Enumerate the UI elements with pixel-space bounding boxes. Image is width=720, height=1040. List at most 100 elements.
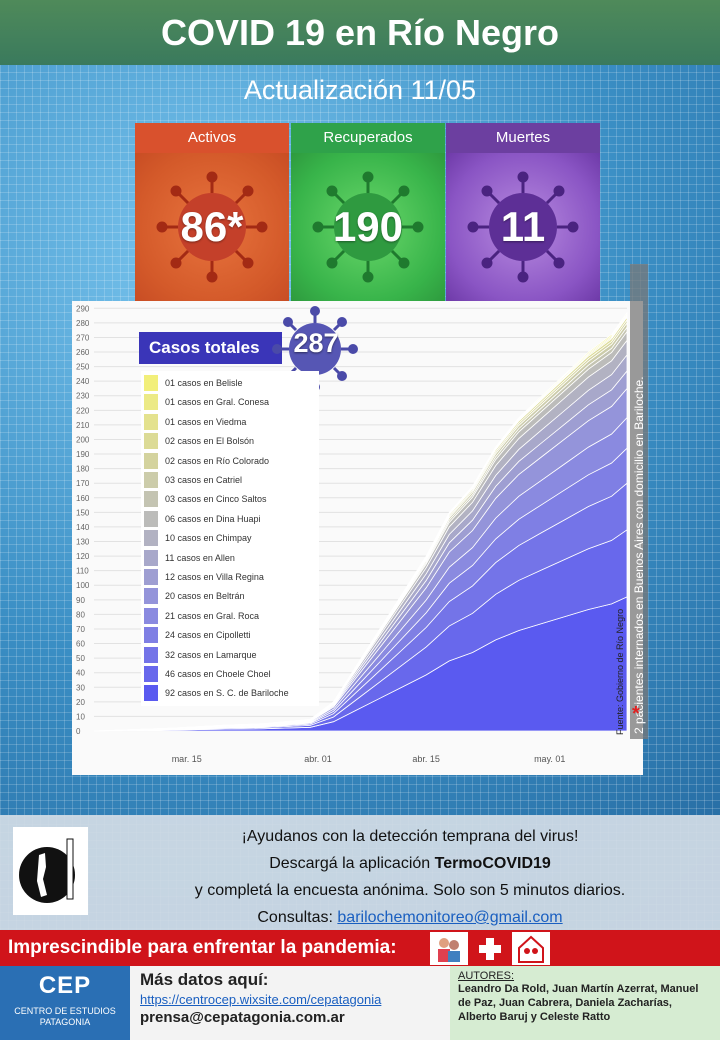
- stay-home-icon: [512, 932, 550, 965]
- legend-label: 10 casos en Chimpay: [165, 533, 252, 544]
- header-bar: COVID 19 en Río Negro: [0, 0, 720, 65]
- legend-item: 46 casos en Choele Choel: [144, 666, 271, 682]
- legend-swatch: [144, 433, 158, 450]
- legend-item: 12 casos en Villa Regina: [144, 569, 264, 585]
- y-tick-label: 110: [76, 567, 89, 576]
- app-name: TermoCOVID19: [434, 855, 551, 872]
- legend-label: 01 casos en Viedma: [165, 416, 247, 427]
- prevention-icons: [430, 932, 550, 965]
- legend-swatch: [144, 685, 158, 702]
- more-data-label: Más datos aquí:: [140, 970, 269, 989]
- y-tick-label: 80: [76, 610, 85, 619]
- press-email[interactable]: prensa@cepatagonia.com.ar: [140, 1009, 345, 1026]
- people-icon: [430, 932, 468, 965]
- website-link[interactable]: https://centrocep.wixsite.com/cepatagoni…: [140, 992, 382, 1007]
- y-tick-label: 140: [76, 523, 90, 532]
- legend-item: 92 casos en S. C. de Bariloche: [144, 685, 289, 702]
- y-tick-label: 50: [76, 654, 85, 663]
- legend-label: 12 casos en Villa Regina: [165, 572, 264, 582]
- termometro-icon: [19, 838, 75, 903]
- y-tick-label: 180: [76, 465, 90, 474]
- legend-item: 21 casos en Gral. Roca: [144, 607, 259, 624]
- termometro-logo: [13, 827, 88, 915]
- legend-label: 06 casos en Dina Huapi: [165, 513, 261, 524]
- y-tick-label: 170: [76, 479, 90, 488]
- y-tick-label: 240: [76, 377, 90, 386]
- legend-swatch: [144, 452, 158, 469]
- stat-recuperados-label: Recuperados: [291, 123, 445, 153]
- page-title: COVID 19 en Río Negro: [160, 12, 560, 53]
- virus-icon: [467, 171, 579, 283]
- legend-item: 32 casos en Lamarque: [144, 646, 257, 663]
- legend-item: 02 casos en El Bolsón: [144, 433, 254, 450]
- legend-label: 03 casos en Cinco Saltos: [165, 494, 267, 505]
- legend-item: 24 casos en Cipolletti: [144, 627, 251, 644]
- chart-legend: 01 casos en Belisle 01 casos en Gral. Con…: [141, 371, 319, 706]
- promo-line-2-text: Descargá la aplicación: [269, 855, 435, 872]
- legend-swatch: [144, 375, 158, 391]
- x-tick-label: abr. 15: [412, 754, 440, 764]
- legend-swatch: [144, 607, 158, 624]
- stacked-area-chart: 0 10 20 30 40 50 60 70 80 90 100 110 120 130 140 150 160…: [76, 304, 628, 764]
- y-tick-label: 20: [76, 698, 85, 707]
- contact-label: Consultas:: [257, 909, 338, 926]
- y-tick-label: 10: [76, 712, 85, 721]
- stat-muertes-label: Muertes: [446, 123, 600, 153]
- source-note: Fuente: Gobierno de Río Negro: [615, 585, 629, 735]
- y-tick-label: 90: [76, 596, 85, 605]
- legend-label: 24 casos en Cipolletti: [165, 630, 251, 641]
- legend-label: 32 casos en Lamarque: [165, 649, 257, 660]
- pandemic-banner: Imprescindible para enfrentar la pandemi…: [0, 930, 720, 966]
- legend-swatch: [144, 510, 158, 527]
- contact-email-link[interactable]: barilochemonitoreo@gmail.com: [337, 909, 563, 926]
- y-tick-label: 290: [76, 304, 90, 313]
- legend-item: 01 casos en Viedma: [144, 413, 247, 430]
- x-tick-label: mar. 15: [172, 754, 202, 764]
- legend-label: 01 casos en Belisle: [165, 378, 243, 388]
- legend-swatch: [144, 491, 158, 508]
- legend-swatch: [144, 666, 158, 682]
- legend-label: 46 casos en Choele Choel: [165, 669, 271, 679]
- virus-icon: [156, 171, 268, 283]
- y-tick-label: 100: [76, 581, 90, 590]
- legend-item: 02 casos en Río Colorado: [144, 452, 270, 469]
- stat-activos: Activos 86*: [135, 123, 289, 301]
- source-text: Fuente: Gobierno de Río Negro: [615, 608, 625, 735]
- promo-section: ¡Ayudanos con la detección temprana del …: [0, 815, 720, 930]
- y-tick-label: 150: [76, 508, 90, 517]
- legend-label: 02 casos en Río Colorado: [165, 455, 270, 466]
- x-tick-label: may. 01: [534, 754, 565, 764]
- legend-swatch: [144, 530, 158, 547]
- y-tick-label: 120: [76, 552, 90, 561]
- y-tick-label: 70: [76, 625, 85, 634]
- y-tick-label: 190: [76, 450, 90, 459]
- promo-line-1: ¡Ayudanos con la detección temprana del …: [241, 828, 579, 845]
- area-series: [93, 311, 628, 732]
- stat-recuperados: Recuperados 190: [291, 123, 445, 301]
- total-cases-value: 287: [293, 328, 339, 358]
- cep-logo: CEP CENTRO DE ESTUDIOS PATAGONIA: [0, 966, 130, 1040]
- legend-item: 11 casos en Allen: [144, 549, 235, 566]
- promo-line-3: y completá la encuesta anónima. Solo son…: [194, 882, 626, 899]
- legend-item: 01 casos en Gral. Conesa: [144, 394, 269, 411]
- authors-title: AUTORES:: [458, 970, 515, 982]
- medical-cross-icon: [471, 932, 509, 965]
- y-tick-label: 260: [76, 348, 90, 357]
- legend-label: 20 casos en Beltrán: [165, 591, 245, 602]
- footnote-mark: *: [632, 703, 640, 725]
- legend-item: 01 casos en Belisle: [144, 375, 243, 391]
- y-tick-label: 30: [76, 683, 85, 692]
- legend-swatch: [144, 394, 158, 411]
- stat-activos-label: Activos: [135, 123, 289, 153]
- legend-label: 03 casos en Catriel: [165, 475, 243, 485]
- more-data-section: Más datos aquí: https://centrocep.wixsit…: [130, 966, 450, 1040]
- y-tick-label: 220: [76, 406, 90, 415]
- x-tick-label: abr. 01: [304, 754, 332, 764]
- legend-swatch: [144, 472, 158, 488]
- legend-label: 92 casos en S. C. de Bariloche: [165, 688, 289, 699]
- y-tick-label: 130: [76, 538, 90, 547]
- legend-item: 10 casos en Chimpay: [144, 530, 252, 547]
- authors-section: AUTORES: Leandro Da Rold, Juan Martín Az…: [450, 966, 720, 1040]
- y-tick-label: 230: [76, 392, 90, 401]
- y-tick-label: 210: [76, 421, 90, 430]
